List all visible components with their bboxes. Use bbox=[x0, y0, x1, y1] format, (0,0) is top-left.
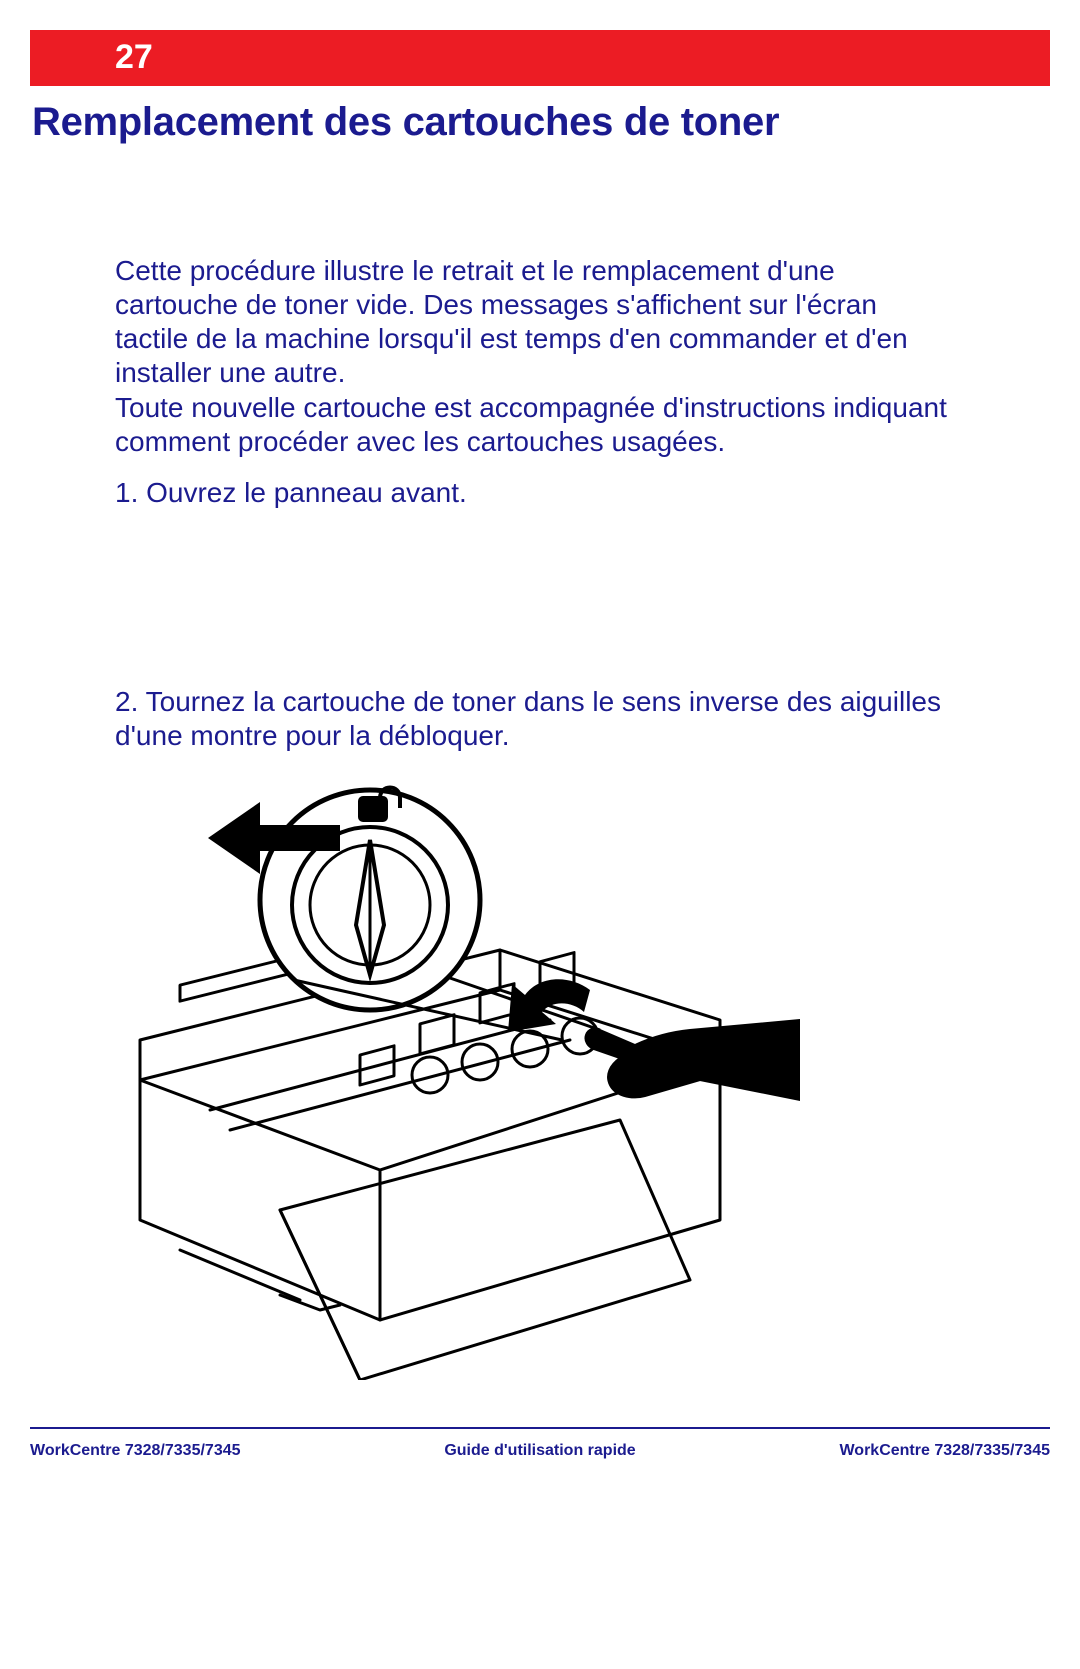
intro-paragraph: Cette procédure illustre le retrait et l… bbox=[115, 254, 950, 459]
step-1: 1. Ouvrez le panneau avant. bbox=[115, 476, 950, 510]
printer-illustration-svg bbox=[80, 780, 800, 1380]
step-2: 2. Tournez la cartouche de toner dans le… bbox=[115, 685, 950, 753]
printer-illustration bbox=[80, 780, 800, 1380]
footer-right: WorkCentre 7328/7335/7345 bbox=[839, 1442, 1050, 1460]
page-number: 27 bbox=[115, 38, 153, 77]
page-title: Remplacement des cartouches de toner bbox=[32, 100, 779, 145]
footer-rule bbox=[30, 1427, 1050, 1429]
header-banner bbox=[30, 30, 1050, 86]
